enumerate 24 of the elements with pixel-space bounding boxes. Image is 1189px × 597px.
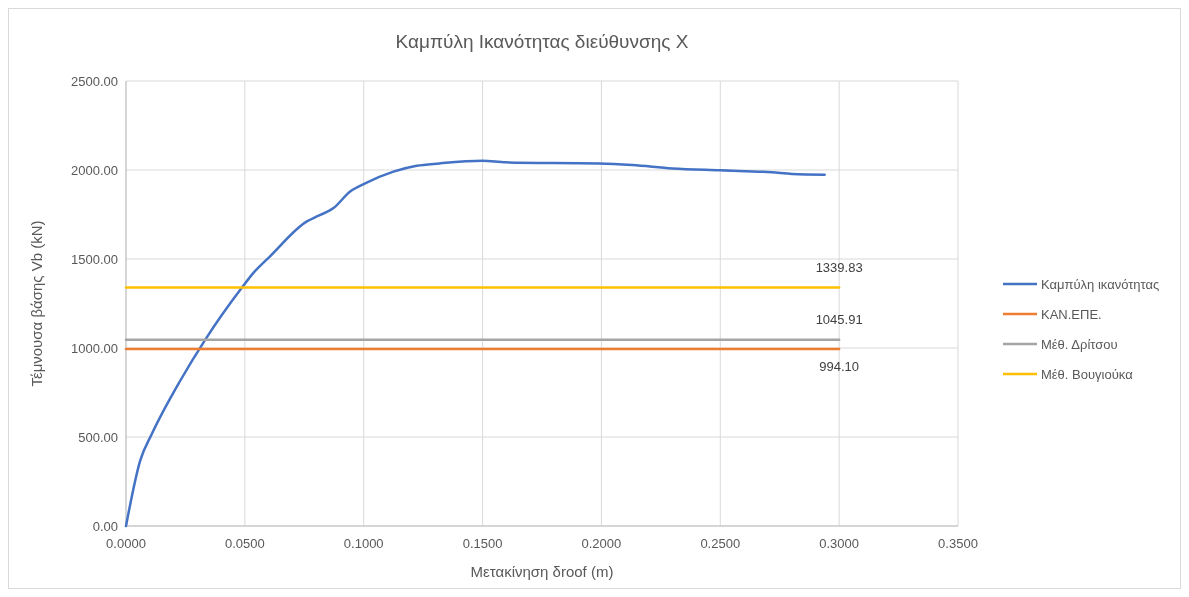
x-tick-label: 0.1500 [462, 536, 503, 551]
data-label: 1045.91 [815, 311, 863, 327]
x-tick-label: 0.2000 [581, 536, 622, 551]
legend-label: Καμπύλη ικανότητας [1041, 277, 1160, 292]
y-tick-label: 0.00 [92, 518, 118, 534]
legend-label: ΚΑΝ.ΕΠΕ. [1041, 307, 1102, 322]
y-tick-label: 1000.00 [71, 340, 118, 356]
y-axis-title: Τέμνουσα βάσης Vb (kN) [28, 220, 45, 387]
y-tick-label: 2000.00 [71, 162, 118, 178]
chart-title: Καμπύλη Ικανότητας διεύθυνσης Χ [395, 31, 689, 52]
y-tick-label: 500.00 [78, 429, 118, 445]
x-tick-label: 0.1000 [343, 536, 384, 551]
y-tick-label: 1500.00 [71, 251, 118, 267]
data-label: 1339.83 [815, 259, 863, 275]
data-label: 994.10 [819, 359, 860, 375]
x-axis-title: Μετακίνηση δroof (m) [470, 563, 614, 580]
x-tick-label: 0.2500 [700, 536, 741, 551]
x-tick-label: 0.3500 [938, 536, 978, 551]
x-tick-label: 0.0000 [106, 536, 146, 551]
x-tick-label: 0.3000 [819, 536, 860, 551]
y-tick-label: 2500.00 [71, 73, 118, 89]
x-tick-label: 0.0500 [224, 536, 265, 551]
legend-label: Μέθ. Δρίτσου [1041, 337, 1118, 352]
legend-label: Μέθ. Βουγιούκα [1041, 367, 1134, 382]
